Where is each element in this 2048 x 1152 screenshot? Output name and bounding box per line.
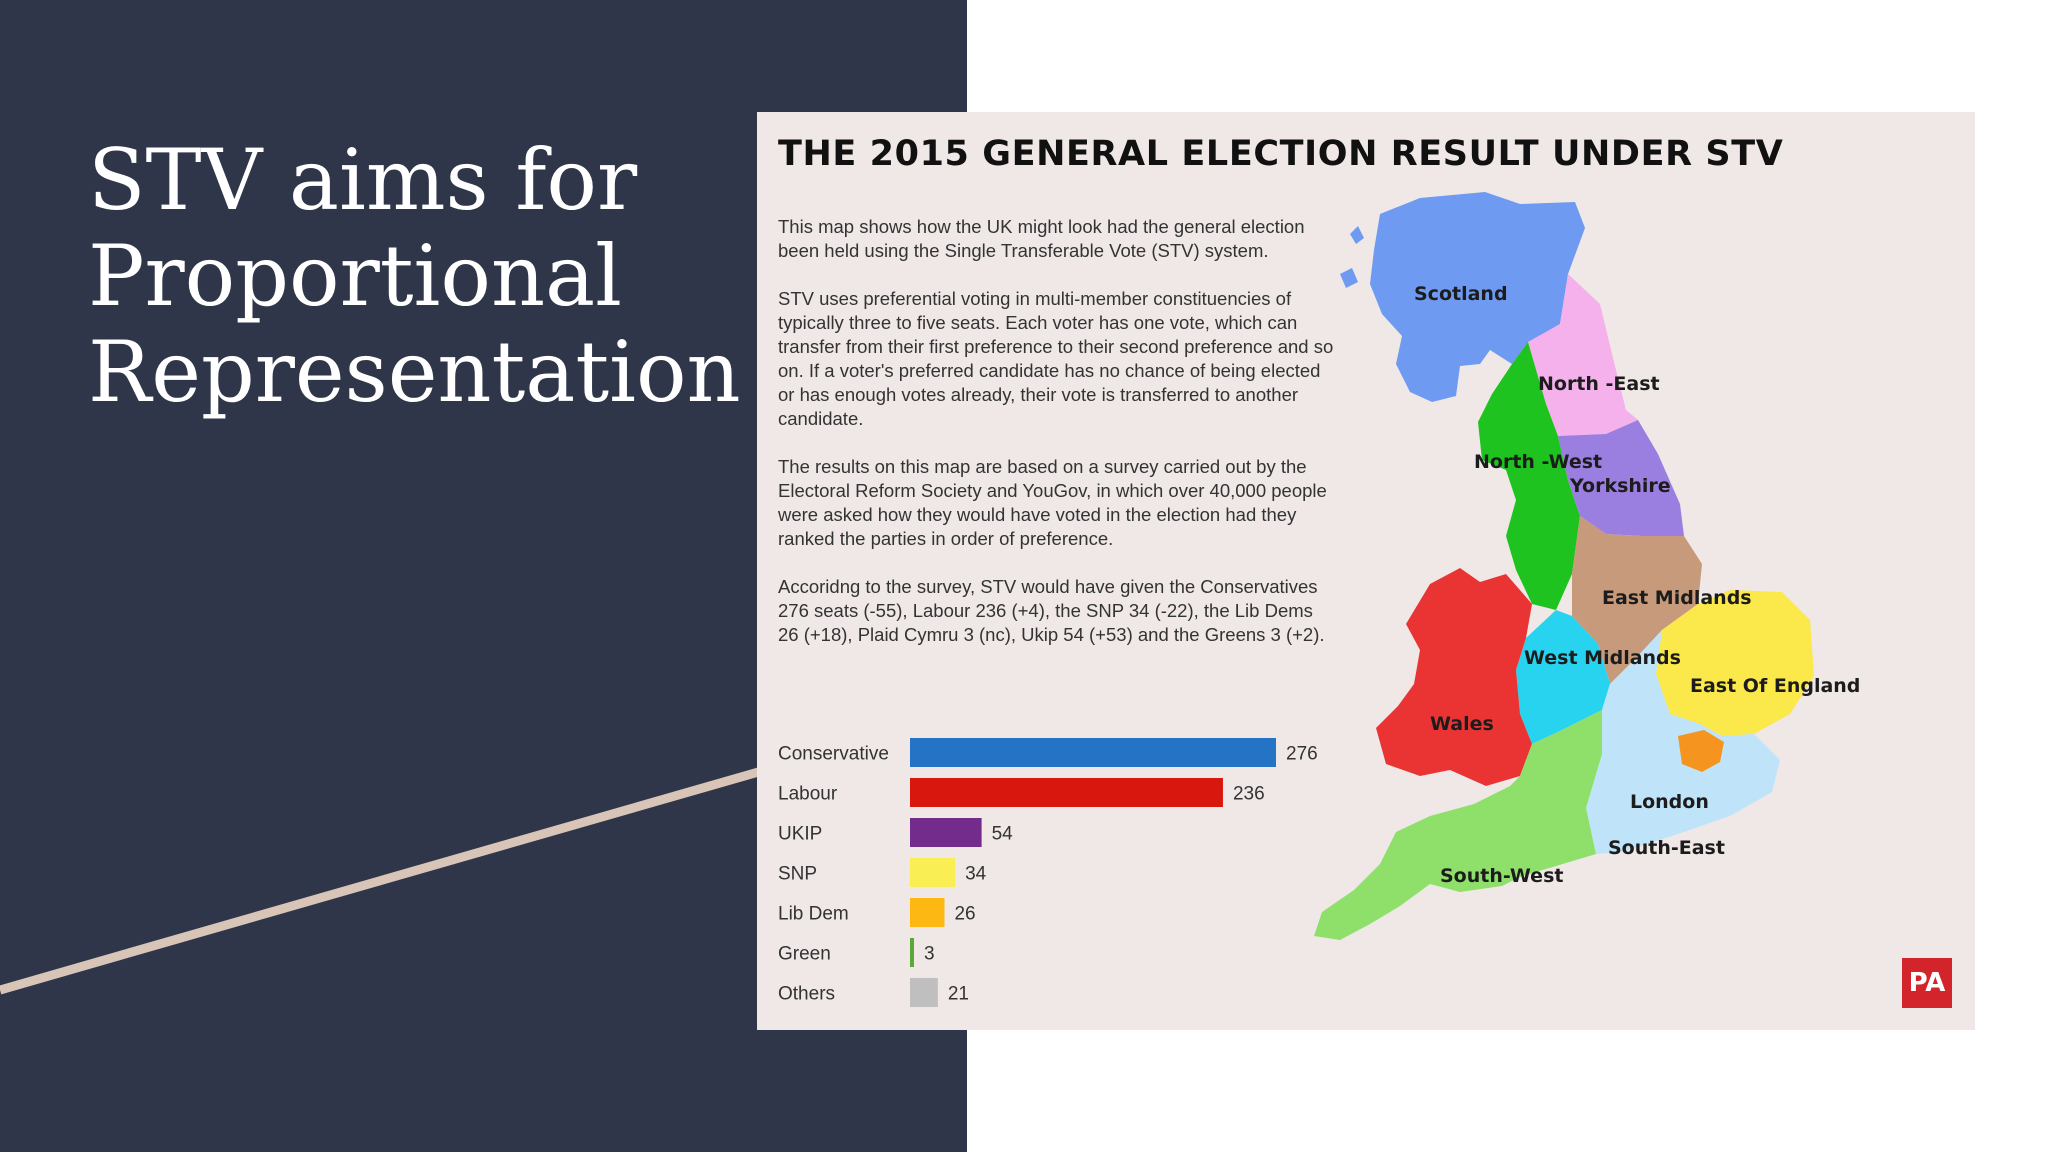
region-north-east [1528, 274, 1638, 436]
bar-category-label: Lib Dem [778, 904, 849, 925]
bar [910, 898, 945, 927]
infographic-description: This map shows how the UK might look had… [778, 215, 1338, 671]
region-label-north-west: North -West [1474, 451, 1602, 473]
region-label-west-midlands: West Midlands [1524, 647, 1681, 669]
region-east-midlands [1572, 516, 1702, 684]
region-south-west [1314, 710, 1602, 940]
slide-title-line-2: Proportional [88, 227, 622, 325]
bar [910, 938, 914, 967]
bar-category-label: Conservative [778, 744, 889, 765]
region-label-east-midlands: East Midlands [1602, 587, 1752, 609]
region-west-midlands [1516, 610, 1610, 744]
bar [910, 778, 1223, 807]
bar [910, 738, 1276, 767]
bar-category-label: SNP [778, 864, 817, 885]
region-label-south-west: South-West [1440, 865, 1563, 887]
bar [910, 858, 956, 887]
bar-value-label: 236 [1233, 784, 1265, 805]
region-north-west [1478, 342, 1580, 610]
bar-value-label: 26 [954, 904, 975, 925]
description-paragraph: STV uses preferential voting in multi-me… [778, 288, 1334, 429]
bar-value-label: 276 [1286, 744, 1318, 765]
bar-category-label: UKIP [778, 824, 822, 845]
region-scotland [1370, 192, 1585, 402]
slide-title-line-3: Representation [88, 323, 741, 421]
region-label-london: London [1630, 791, 1709, 813]
bar-category-label: Labour [778, 784, 838, 805]
description-paragraph: The results on this map are based on a s… [778, 456, 1327, 549]
pa-logo: PA [1902, 958, 1952, 1008]
bar-category-label: Green [778, 944, 831, 965]
region-label-north-east: North -East [1538, 373, 1660, 395]
slide-title: STV aims for Proportional Representation [88, 132, 788, 420]
bar-category-label: Others [778, 984, 835, 1005]
election-infographic: THE 2015 GENERAL ELECTION RESULT UNDER S… [757, 112, 1975, 1030]
region-east-of-england [1656, 590, 1814, 736]
bar [910, 978, 938, 1007]
region-london [1678, 730, 1724, 772]
bar-value-label: 3 [924, 944, 935, 965]
region-label-yorkshire: Yorkshire [1569, 475, 1671, 497]
description-paragraph: Accoridng to the survey, STV would have … [778, 576, 1325, 645]
scotland-islands [1340, 226, 1364, 288]
bar-value-label: 21 [948, 984, 969, 1005]
seats-bar-chart: Conservative 276 Labour 236 UKIP 54 SNP 34 Lib D… [778, 738, 1318, 1007]
region-wales [1376, 568, 1532, 786]
slide-title-line-1: STV aims for [88, 131, 638, 229]
region-label-wales: Wales [1430, 713, 1494, 735]
region-label-east-of-england: East Of England [1690, 675, 1860, 697]
description-paragraph: This map shows how the UK might look had… [778, 216, 1305, 261]
region-label-scotland: Scotland [1414, 283, 1508, 305]
uk-map: Scotland North -East North -West Yorkshi… [1314, 192, 1860, 940]
region-yorkshire [1558, 420, 1684, 536]
infographic-title: THE 2015 GENERAL ELECTION RESULT UNDER S… [778, 134, 1784, 174]
bar [910, 818, 982, 847]
region-label-south-east: South-East [1608, 837, 1725, 859]
bar-value-label: 54 [992, 824, 1014, 845]
bar-value-label: 34 [965, 864, 987, 885]
